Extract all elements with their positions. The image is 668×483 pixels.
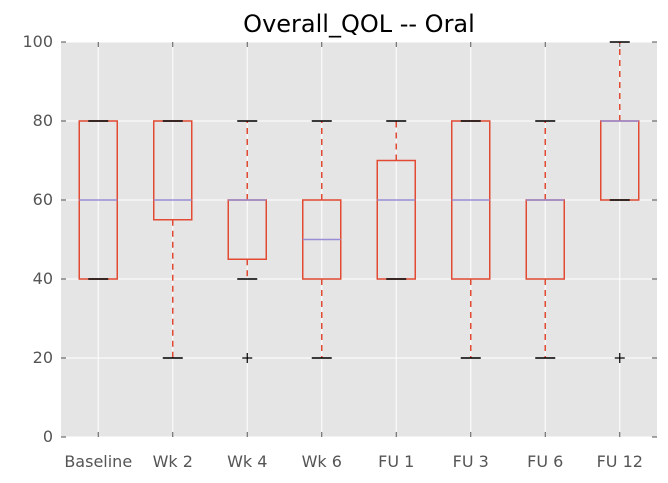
- x-tick-label: Wk 6: [302, 452, 342, 471]
- box-wk-4: [227, 120, 267, 363]
- box-fu-6: [525, 120, 565, 359]
- y-tick-label: 40: [33, 269, 53, 288]
- box-fu-12: [600, 41, 640, 363]
- box-fu-3: [451, 120, 491, 359]
- box-wk-2: [153, 120, 193, 359]
- axis-ticks: [61, 41, 657, 438]
- chart-title: Overall_QOL -- Oral: [243, 10, 475, 38]
- y-tick-label: 20: [33, 348, 53, 367]
- x-tick-label: Wk 2: [153, 452, 193, 471]
- y-tick-label: 80: [33, 111, 53, 130]
- x-tick-label: Wk 4: [227, 452, 267, 471]
- flier-point: [614, 353, 625, 363]
- boxes: [78, 41, 640, 363]
- box-baseline: [78, 120, 118, 280]
- x-tick-label: FU 1: [378, 452, 414, 471]
- y-tick-label: 0: [43, 427, 53, 446]
- box-wk-6: [302, 120, 342, 359]
- tick-labels: 0 20 40 60 80 100 Baseline Wk 2 Wk 4 Wk 6 FU 1 FU 3…: [22, 32, 642, 471]
- grid-lines: [61, 41, 657, 438]
- x-tick-label: FU 6: [527, 452, 563, 471]
- box-fu-1: [376, 120, 416, 280]
- x-tick-label: FU 12: [597, 452, 643, 471]
- x-tick-label: Baseline: [64, 452, 132, 471]
- x-tick-label: FU 3: [453, 452, 489, 471]
- flier-point: [242, 353, 253, 363]
- plot-area: [61, 42, 657, 437]
- y-tick-label: 100: [22, 32, 53, 51]
- y-tick-label: 60: [33, 190, 53, 209]
